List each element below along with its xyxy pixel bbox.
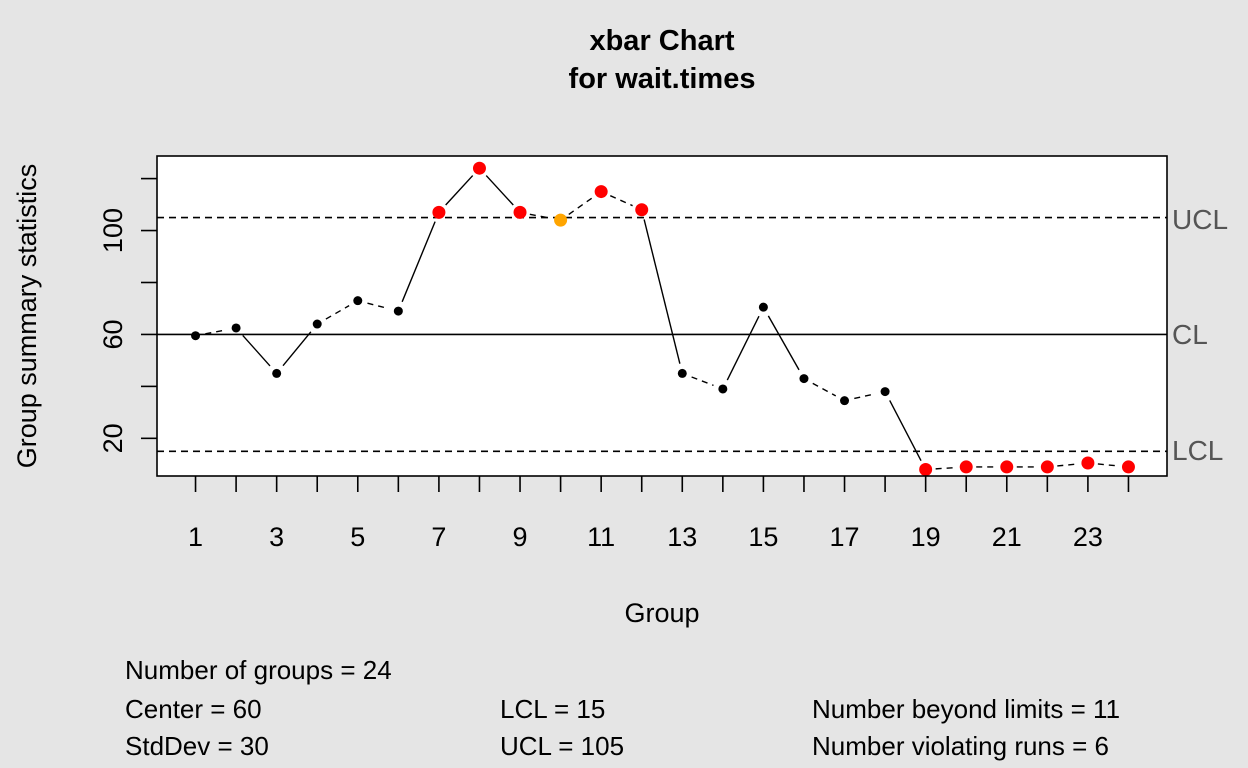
- chart-subtitle: for wait.times: [569, 63, 756, 95]
- data-point-21: [1000, 460, 1014, 474]
- data-point-4: [312, 319, 322, 329]
- x-tick-label: 21: [992, 522, 1022, 552]
- series-segment: [242, 334, 271, 367]
- data-point-14: [718, 384, 728, 394]
- y-axis-label: Group summary statistics: [12, 164, 42, 469]
- series-segment: [889, 400, 922, 461]
- x-tick-label: 19: [911, 522, 941, 552]
- data-point-15: [758, 302, 768, 312]
- data-point-23: [1081, 456, 1095, 470]
- series-segment: [691, 376, 714, 387]
- series-segment: [1097, 463, 1119, 467]
- x-tick-label: 17: [830, 522, 860, 552]
- series-segment: [609, 195, 633, 207]
- y-axis: 20 60 100: [98, 177, 157, 453]
- data-point-12: [635, 203, 649, 217]
- stat-center: Center = 60: [125, 694, 262, 724]
- stat-number-of-groups: Number of groups = 24: [125, 655, 392, 685]
- series-segment: [643, 219, 681, 364]
- x-tick-label: 5: [350, 522, 365, 552]
- series-segment: [485, 175, 514, 206]
- cl-label: CL: [1172, 319, 1208, 350]
- data-point-6: [393, 306, 403, 316]
- x-tick-label: 11: [587, 522, 615, 552]
- series-segment: [445, 175, 474, 206]
- data-point-18: [880, 387, 890, 397]
- data-point-22: [1040, 460, 1054, 474]
- data-point-9: [513, 205, 527, 219]
- data-point-20: [959, 460, 973, 474]
- series-segment: [401, 221, 436, 303]
- stat-lcl: LCL = 15: [500, 694, 605, 724]
- x-tick-label: 13: [667, 522, 697, 552]
- data-point-2: [231, 323, 241, 333]
- series-segment: [935, 466, 957, 470]
- series-segment: [726, 315, 760, 381]
- plot-frame: [156, 155, 1168, 477]
- series-segment: [205, 329, 227, 335]
- stat-violating-runs: Number violating runs = 6: [812, 731, 1109, 761]
- series-segment: [529, 213, 551, 219]
- ucl-label: UCL: [1172, 204, 1228, 235]
- x-tick-label: 9: [513, 522, 528, 552]
- series-segment: [325, 305, 350, 320]
- series-segment: [854, 393, 876, 400]
- series-line: [205, 175, 1119, 470]
- y-tick-label: 100: [98, 208, 128, 253]
- data-point-17: [840, 396, 850, 406]
- stat-stddev: StdDev = 30: [125, 731, 269, 761]
- y-tick-label: 60: [98, 319, 128, 349]
- series-segment: [812, 382, 837, 397]
- y-tick-label: 20: [98, 423, 128, 453]
- series-segment: [1057, 463, 1079, 467]
- stat-beyond-limits: Number beyond limits = 11: [812, 694, 1120, 724]
- control-limits: [157, 216, 1167, 453]
- x-tick-label: 1: [188, 522, 203, 552]
- data-points: [191, 161, 1135, 477]
- data-point-3: [272, 368, 282, 378]
- data-point-1: [191, 331, 201, 341]
- series-segment: [282, 331, 312, 367]
- series-segment: [367, 302, 389, 310]
- x-axis: 1 3 5 7 9 11 13 15 17 19 21 23: [188, 476, 1130, 552]
- x-tick-label: 15: [748, 522, 778, 552]
- data-point-11: [594, 185, 608, 199]
- series-segment: [767, 315, 800, 371]
- data-point-10: [554, 213, 568, 227]
- data-point-7: [432, 205, 446, 219]
- data-point-24: [1121, 460, 1135, 474]
- summary-stats: Number of groups = 24 Center = 60 StdDev…: [125, 655, 1120, 761]
- data-point-16: [799, 374, 809, 384]
- data-point-8: [472, 161, 486, 175]
- stat-ucl: UCL = 105: [500, 731, 624, 761]
- x-axis-label: Group: [624, 598, 699, 628]
- lcl-label: LCL: [1172, 435, 1223, 466]
- series-segment: [568, 196, 594, 215]
- data-point-19: [919, 463, 933, 477]
- data-point-5: [353, 296, 363, 306]
- plot-area: [157, 156, 1167, 476]
- x-tick-label: 23: [1073, 522, 1103, 552]
- chart-title: xbar Chart: [589, 25, 734, 57]
- data-point-13: [677, 368, 687, 378]
- x-tick-label: 7: [431, 522, 446, 552]
- x-tick-label: 3: [269, 522, 284, 552]
